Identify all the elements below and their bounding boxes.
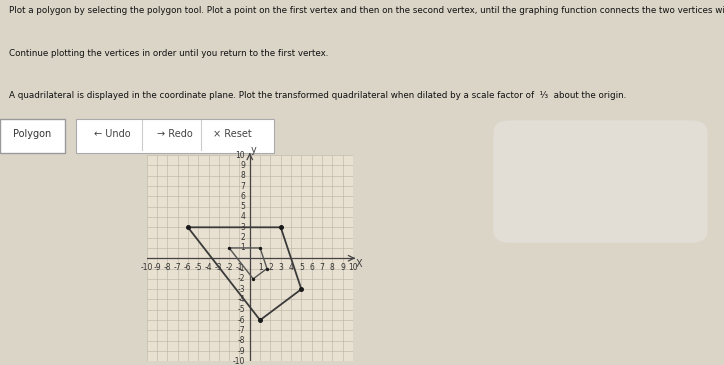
Text: 6: 6: [309, 263, 314, 272]
Text: ← Undo: ← Undo: [94, 129, 130, 139]
Text: 7: 7: [319, 263, 324, 272]
Text: -6: -6: [237, 316, 245, 324]
Text: y: y: [251, 145, 256, 155]
Text: 3: 3: [278, 263, 283, 272]
Text: -10: -10: [232, 357, 245, 365]
Text: X: X: [355, 260, 363, 269]
Text: 2: 2: [240, 233, 245, 242]
Text: Continue plotting the vertices in order until you return to the first vertex.: Continue plotting the vertices in order …: [9, 49, 328, 58]
Text: -2: -2: [237, 274, 245, 283]
Text: -5: -5: [237, 305, 245, 314]
Text: → Redo: → Redo: [157, 129, 193, 139]
Text: 6: 6: [240, 192, 245, 201]
Text: × Reset: × Reset: [213, 129, 251, 139]
Text: 4: 4: [289, 263, 293, 272]
Text: 9: 9: [240, 161, 245, 170]
Text: 5: 5: [299, 263, 304, 272]
Text: 4: 4: [240, 212, 245, 222]
Text: 10: 10: [348, 263, 358, 272]
Text: -3: -3: [237, 285, 245, 294]
Text: -4: -4: [205, 263, 212, 272]
Text: 8: 8: [240, 171, 245, 180]
FancyBboxPatch shape: [494, 120, 707, 243]
Text: Plot a polygon by selecting the polygon tool. Plot a point on the first vertex a: Plot a polygon by selecting the polygon …: [9, 6, 724, 15]
Text: -10: -10: [140, 263, 153, 272]
Text: 2: 2: [268, 263, 273, 272]
Text: -8: -8: [237, 336, 245, 345]
Text: Polygon: Polygon: [13, 129, 51, 139]
Text: -9: -9: [237, 346, 245, 356]
Text: -7: -7: [237, 326, 245, 335]
Text: -5: -5: [195, 263, 202, 272]
Text: -2: -2: [225, 263, 233, 272]
Text: 10: 10: [235, 151, 245, 160]
Text: -6: -6: [184, 263, 192, 272]
Text: -4: -4: [237, 295, 245, 304]
Text: 7: 7: [240, 181, 245, 191]
Text: -1: -1: [236, 263, 243, 272]
FancyBboxPatch shape: [0, 119, 65, 153]
Text: 5: 5: [240, 202, 245, 211]
Text: 1: 1: [258, 263, 263, 272]
FancyBboxPatch shape: [75, 119, 274, 153]
Text: 8: 8: [330, 263, 334, 272]
Text: 9: 9: [340, 263, 345, 272]
Text: -7: -7: [174, 263, 182, 272]
Text: A quadrilateral is displayed in the coordinate plane. Plot the transformed quadr: A quadrilateral is displayed in the coor…: [9, 91, 626, 100]
Text: -9: -9: [153, 263, 161, 272]
Text: -1: -1: [237, 264, 245, 273]
Text: -8: -8: [164, 263, 171, 272]
Text: 3: 3: [240, 223, 245, 232]
Text: -3: -3: [215, 263, 223, 272]
Text: 1: 1: [240, 243, 245, 253]
